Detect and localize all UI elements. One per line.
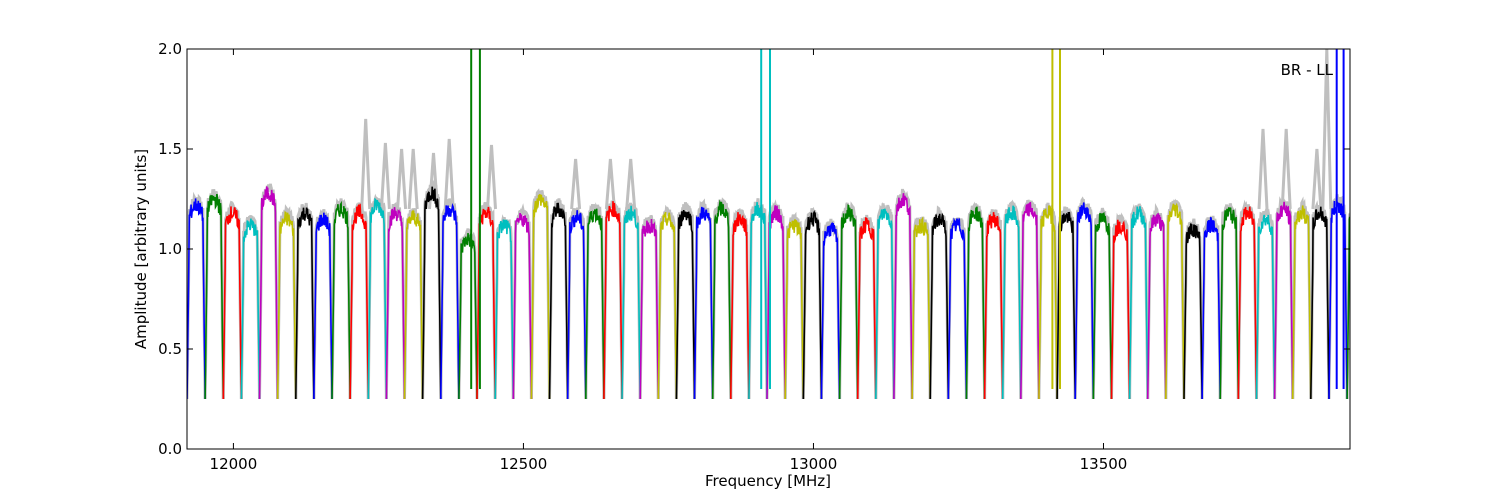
channel-trace bbox=[512, 212, 533, 400]
x-tick-label: 12500 bbox=[500, 455, 548, 473]
channel-trace bbox=[1038, 204, 1058, 400]
channel-trace bbox=[1183, 223, 1203, 400]
reference-trace-segment bbox=[1365, 203, 1383, 400]
channel-trace bbox=[965, 206, 986, 400]
reference-trace-segment bbox=[1383, 207, 1401, 399]
channel-trace bbox=[1365, 206, 1383, 399]
channel-trace bbox=[1201, 216, 1221, 400]
channel-trace bbox=[1273, 201, 1294, 400]
channel-trace bbox=[258, 186, 279, 400]
reference-trace-segment bbox=[1110, 212, 1132, 400]
reference-peak bbox=[428, 152, 439, 210]
channel-trace bbox=[893, 193, 913, 400]
reference-trace-segment bbox=[874, 202, 896, 400]
channel-trace bbox=[983, 212, 1004, 400]
channel-trace bbox=[856, 217, 877, 400]
channel-trace bbox=[657, 212, 678, 400]
reference-trace-segment bbox=[1255, 203, 1277, 400]
channel-trace bbox=[1074, 202, 1095, 400]
reference-peak bbox=[604, 158, 616, 210]
channel-trace bbox=[621, 205, 641, 400]
channel-trace bbox=[295, 207, 315, 400]
x-tick-label: 13500 bbox=[1080, 455, 1128, 473]
reference-peak bbox=[1321, 49, 1333, 210]
y-tick-label: 1.5 bbox=[158, 140, 182, 158]
channel-trace bbox=[313, 212, 333, 400]
channel-trace bbox=[548, 202, 569, 400]
channel-trace bbox=[421, 186, 442, 400]
channel-trace bbox=[838, 204, 859, 400]
reference-peak bbox=[1311, 148, 1323, 210]
channel-trace bbox=[1128, 206, 1149, 400]
reference-peak bbox=[443, 138, 455, 210]
channel-trace bbox=[820, 221, 841, 400]
channel-trace bbox=[367, 197, 388, 400]
x-tick-label: 12000 bbox=[210, 455, 258, 473]
channel-trace bbox=[911, 216, 931, 400]
baseline-annotation: BR - LL bbox=[1281, 61, 1334, 79]
channel-trace bbox=[1020, 201, 1040, 400]
y-axis-label: Amplitude [arbitrary units] bbox=[132, 149, 150, 349]
channel-trace bbox=[875, 208, 895, 400]
channel-trace bbox=[929, 212, 950, 400]
channel-trace bbox=[1165, 202, 1185, 400]
channel-trace bbox=[603, 201, 623, 400]
channel-trace bbox=[403, 209, 424, 400]
reference-peak bbox=[625, 158, 637, 210]
channel-trace bbox=[675, 209, 696, 400]
channel-trace bbox=[566, 210, 587, 400]
channel-trace bbox=[222, 206, 243, 400]
x-tick-label: 13000 bbox=[790, 455, 838, 473]
channel-trace bbox=[1255, 214, 1276, 400]
channel-trace bbox=[1110, 219, 1131, 400]
x-axis-label: Frequency [MHz] bbox=[705, 472, 831, 490]
channel-trace bbox=[331, 200, 351, 400]
ticks-layer: 12000 12500 13000 13500 0.0 0.5 1.0 1.5 2.0 bbox=[158, 40, 1350, 473]
channel-trace bbox=[204, 193, 225, 400]
reference-peak bbox=[396, 148, 408, 210]
channel-trace bbox=[639, 218, 660, 400]
channel-trace bbox=[1092, 211, 1113, 400]
reference-peak bbox=[1280, 128, 1292, 210]
y-tick-label: 0.0 bbox=[158, 440, 182, 458]
channel-trace bbox=[748, 202, 768, 400]
channel-trace bbox=[730, 212, 750, 400]
channel-trace bbox=[440, 202, 460, 400]
channel-trace bbox=[585, 208, 605, 400]
y-tick-label: 0.5 bbox=[158, 340, 182, 358]
reference-peak bbox=[570, 158, 582, 210]
channel-trace bbox=[530, 194, 551, 400]
channel-trace bbox=[1001, 205, 1022, 400]
y-tick-label: 1.0 bbox=[158, 240, 182, 258]
channel-trace bbox=[711, 199, 732, 400]
channel-trace bbox=[494, 219, 515, 400]
channel-trace bbox=[947, 217, 968, 400]
reference-trace-segment bbox=[747, 198, 769, 400]
channel-trace bbox=[349, 203, 370, 400]
channel-trace bbox=[1219, 207, 1240, 400]
channel-trace bbox=[802, 210, 823, 400]
channel-trace bbox=[1291, 205, 1312, 400]
channel-trace bbox=[1237, 206, 1258, 400]
y-tick-label: 2.0 bbox=[158, 40, 182, 58]
channel-trace bbox=[458, 231, 478, 400]
channel-trace bbox=[693, 206, 714, 400]
reference-peak bbox=[486, 144, 497, 210]
channel-trace bbox=[276, 210, 297, 400]
reference-peak bbox=[407, 148, 419, 210]
reference-peak bbox=[379, 142, 391, 210]
reference-trace-segment bbox=[656, 204, 678, 400]
channel-trace bbox=[385, 207, 406, 400]
reference-peak bbox=[1257, 128, 1269, 210]
channel-trace bbox=[1383, 212, 1401, 399]
reference-peak bbox=[360, 118, 372, 210]
series-layer bbox=[187, 49, 1401, 400]
channel-trace bbox=[1146, 213, 1167, 400]
channel-trace bbox=[187, 198, 206, 400]
channel-trace bbox=[1310, 206, 1330, 400]
channel-trace bbox=[784, 219, 805, 400]
channel-trace bbox=[240, 218, 261, 400]
